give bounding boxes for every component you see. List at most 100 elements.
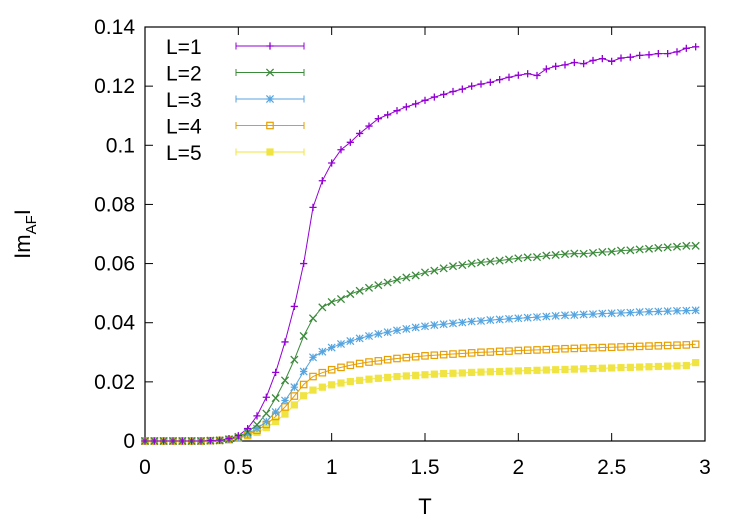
data-point-l5	[281, 410, 289, 418]
data-point-l1	[449, 87, 457, 96]
data-point-l5	[374, 374, 382, 382]
data-point-l1	[216, 436, 224, 444]
data-point-l3	[579, 310, 588, 319]
data-point-l4	[346, 361, 355, 370]
data-point-l4	[309, 372, 317, 381]
data-point-l1	[328, 159, 336, 167]
data-point-l2	[523, 253, 532, 262]
data-point-l4	[551, 345, 560, 353]
data-point-l1	[608, 57, 616, 65]
tick-labels: 0 0.5 1 1.5 2 2.5 3 0 0.02 0.04 0.06 0.08 0.1 0.12 0.1…	[94, 16, 711, 479]
data-point-l5	[552, 366, 560, 374]
data-point-l3	[271, 407, 280, 417]
data-point-l2	[607, 247, 616, 256]
data-point-l1	[234, 432, 242, 440]
data-point-l3	[308, 353, 318, 362]
data-point-l2	[691, 241, 700, 250]
data-point-l1	[486, 78, 494, 86]
data-point-l2	[374, 281, 383, 290]
data-point-l3	[523, 313, 532, 322]
data-point-l5	[524, 367, 532, 375]
data-point-l4	[430, 351, 439, 360]
data-point-l3	[458, 318, 467, 327]
legend-marker	[266, 42, 274, 50]
data-point-l4	[299, 380, 308, 389]
data-point-l3	[504, 314, 514, 323]
data-point-l1	[262, 393, 270, 401]
data-point-l4	[654, 341, 663, 350]
data-point-l1	[664, 50, 672, 58]
data-point-l5	[328, 381, 336, 389]
data-point-l2	[458, 260, 467, 270]
data-point-l1	[244, 424, 252, 433]
x-tick-label: 2.5	[597, 456, 626, 479]
data-point-l3	[542, 312, 551, 321]
data-point-l3	[346, 337, 355, 346]
y-tick-label: 0.12	[94, 75, 135, 98]
data-point-l2	[514, 254, 523, 263]
data-point-l3	[448, 319, 458, 328]
data-point-l5	[337, 379, 345, 387]
data-point-l5	[356, 376, 364, 384]
data-point-l5	[542, 366, 550, 374]
y-tick-label: 0.06	[94, 253, 135, 276]
data-point-l3	[486, 316, 495, 325]
data-point-l5	[608, 364, 616, 372]
legend-label: L=5	[166, 142, 202, 165]
data-point-l1	[356, 129, 364, 138]
data-point-l1	[645, 51, 653, 59]
y-axis-title-main: Im	[10, 234, 35, 258]
data-point-l1	[346, 138, 354, 146]
data-point-l2	[588, 248, 598, 257]
legend-marker	[266, 148, 274, 156]
data-point-l3	[598, 309, 607, 318]
data-point-l1	[318, 177, 326, 185]
data-point-l2	[271, 394, 280, 403]
data-point-l2	[327, 297, 336, 307]
data-point-l4	[579, 344, 588, 352]
data-point-l1	[402, 103, 410, 111]
data-point-l5	[477, 368, 485, 376]
data-point-l2	[439, 264, 448, 273]
x-tick-label: 1	[326, 456, 338, 479]
data-point-l4	[327, 365, 336, 374]
data-point-l5	[468, 368, 476, 376]
data-point-l3	[392, 326, 402, 335]
data-point-l3	[290, 383, 299, 392]
data-point-l3	[570, 311, 579, 320]
data-point-l1	[141, 437, 149, 445]
data-point-l1	[673, 48, 681, 56]
data-point-l2	[420, 268, 430, 277]
data-point-l4	[598, 343, 607, 352]
data-point-l1	[225, 435, 233, 443]
data-point-l1	[272, 368, 280, 376]
legend: L=1 L=2 L=3 L=4 L=5	[166, 36, 305, 165]
data-point-l3	[262, 417, 271, 426]
data-point-l4	[542, 345, 551, 354]
data-point-l5	[496, 367, 504, 376]
data-point-l1	[570, 58, 578, 67]
data-point-l4	[467, 349, 476, 357]
x-tick-label: 1.5	[410, 456, 439, 479]
data-point-l5	[449, 369, 457, 377]
data-point-l2	[551, 250, 560, 260]
data-point-l4	[607, 343, 616, 352]
data-point-l4	[477, 348, 485, 357]
data-point-l5	[636, 363, 644, 371]
x-tick-label: 2	[512, 456, 524, 479]
data-point-l5	[626, 363, 634, 371]
data-point-l4	[570, 344, 579, 353]
data-point-l3	[672, 306, 682, 315]
data-point-l5	[514, 367, 522, 375]
data-point-l1	[468, 82, 476, 90]
data-point-l1	[598, 55, 606, 63]
data-point-l1	[421, 96, 429, 104]
data-point-l3	[336, 339, 346, 349]
data-point-l2	[252, 420, 262, 429]
y-tick-label: 0.14	[94, 16, 135, 39]
data-point-l3	[355, 334, 364, 343]
data-point-l3	[280, 396, 290, 405]
data-point-l1	[682, 44, 690, 52]
data-point-l4	[355, 359, 364, 368]
